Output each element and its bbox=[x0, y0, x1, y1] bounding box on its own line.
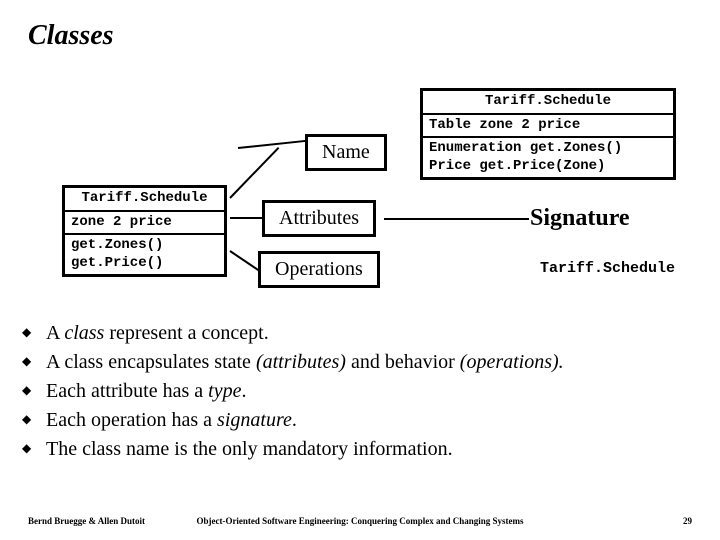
pointer-line bbox=[229, 250, 260, 272]
bullet-item: The class name is the only mandatory inf… bbox=[22, 436, 692, 463]
label-name: Name bbox=[305, 134, 387, 171]
pointer-line bbox=[238, 140, 308, 149]
uml-right-attr: Table zone 2 price bbox=[423, 115, 673, 139]
uml-left-attr: zone 2 price bbox=[65, 212, 224, 236]
uml-right-ops: Enumeration get.Zones()Price get.Price(Z… bbox=[423, 138, 673, 177]
uml-left-name: Tariff.Schedule bbox=[65, 188, 224, 212]
pointer-line bbox=[384, 218, 529, 220]
tariff-schedule-label: Tariff.Schedule bbox=[540, 260, 675, 277]
pointer-line bbox=[229, 147, 279, 199]
bullet-item: A class represent a concept. bbox=[22, 320, 692, 347]
uml-left-ops: get.Zones()get.Price() bbox=[65, 235, 224, 274]
bullet-item: A class encapsulates state (attributes) … bbox=[22, 349, 692, 376]
label-operations: Operations bbox=[258, 251, 380, 288]
uml-right-name: Tariff.Schedule bbox=[423, 91, 673, 115]
uml-class-left: Tariff.Schedule zone 2 price get.Zones()… bbox=[62, 185, 227, 277]
bullet-item: Each attribute has a type. bbox=[22, 378, 692, 405]
signature-label: Signature bbox=[530, 205, 630, 232]
label-attributes: Attributes bbox=[262, 200, 376, 237]
bullet-list: A class represent a concept.A class enca… bbox=[22, 320, 692, 465]
slide-title: Classes bbox=[28, 20, 114, 52]
pointer-line bbox=[230, 217, 262, 219]
bullet-item: Each operation has a signature. bbox=[22, 407, 692, 434]
footer-page: 29 bbox=[683, 516, 692, 526]
uml-class-right: Tariff.Schedule Table zone 2 price Enume… bbox=[420, 88, 676, 180]
footer-title: Object-Oriented Software Engineering: Co… bbox=[0, 516, 720, 526]
